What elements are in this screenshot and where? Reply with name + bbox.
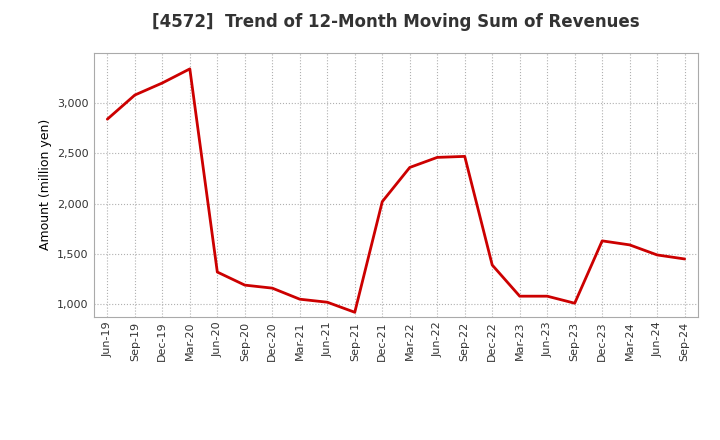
Y-axis label: Amount (million yen): Amount (million yen) [39, 119, 52, 250]
Text: [4572]  Trend of 12-Month Moving Sum of Revenues: [4572] Trend of 12-Month Moving Sum of R… [152, 13, 640, 31]
